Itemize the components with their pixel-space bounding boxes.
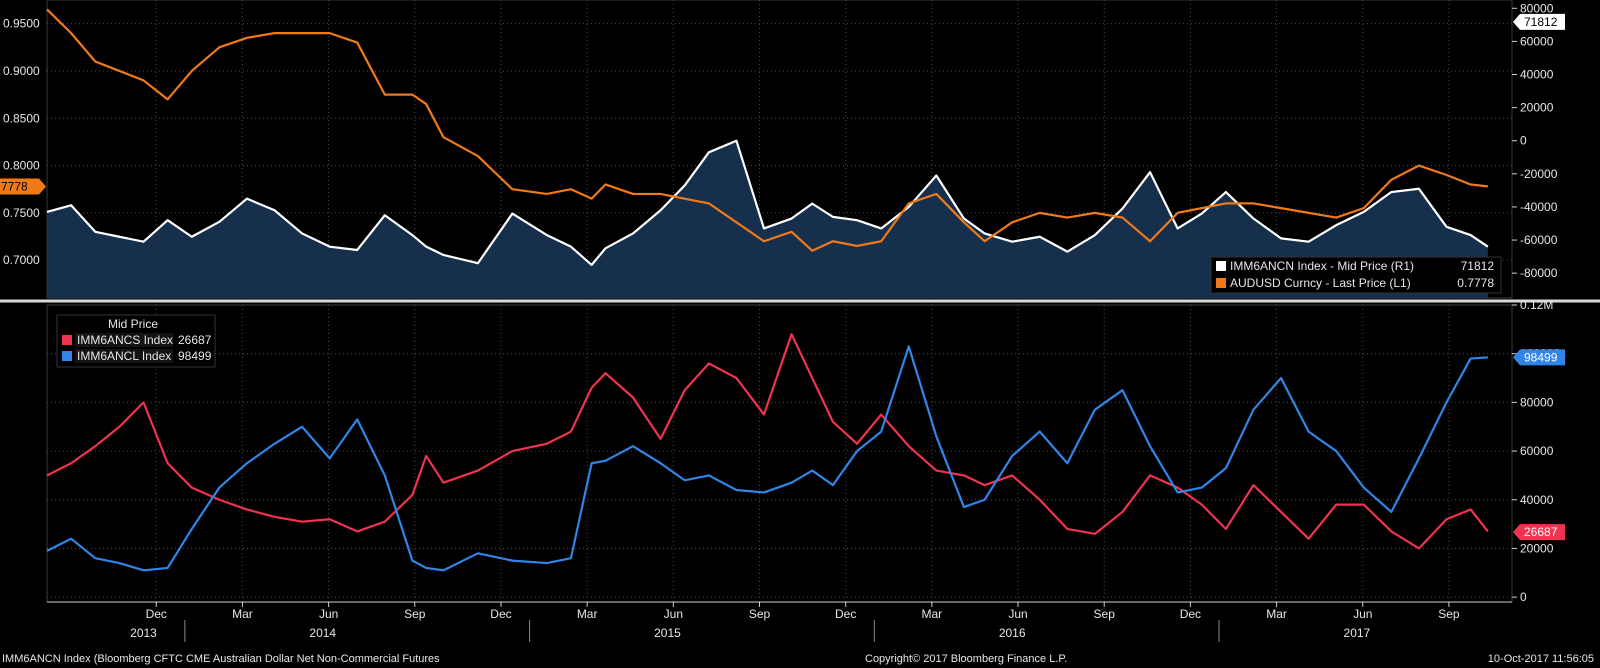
- footer: IMM6ANCN Index (Bloomberg CFTC CME Austr…: [0, 652, 1600, 668]
- bottom-right-tick-label: 0: [1520, 590, 1527, 604]
- top-series-line: [46, 8, 1488, 252]
- x-year-label: 2017: [1344, 626, 1371, 640]
- top-legend-value: 71812: [1461, 259, 1495, 273]
- x-month-label: Dec: [490, 607, 511, 621]
- bottom-legend: Mid Price IMM6ANCS Index 26687 IMM6ANCL Ind…: [56, 314, 216, 368]
- top-legend-label: IMM6ANCN Index - Mid Price (R1): [1230, 259, 1414, 273]
- x-month-label: Mar: [1266, 607, 1287, 621]
- top-left-tick-label: 0.7500: [3, 206, 40, 220]
- bottom-right-tick-label: 20000: [1520, 541, 1554, 555]
- x-month-label: Jun: [664, 607, 683, 621]
- footer-copyright: Copyright© 2017 Bloomberg Finance L.P.: [865, 653, 1068, 665]
- top-right-tick-label: 20000: [1520, 101, 1554, 115]
- top-right-value-flag-bg: [1513, 13, 1565, 30]
- top-left-value-flag-bg: [0, 178, 46, 195]
- top-right-tick-label: -80000: [1520, 266, 1558, 280]
- top-left-value-flag: 0.7778: [0, 180, 28, 194]
- x-year-label: 2016: [999, 626, 1026, 640]
- bottom-legend-swatch: [62, 335, 72, 345]
- bottom-legend-label: IMM6ANCS Index: [77, 333, 173, 347]
- footer-timestamp: 10-Oct-2017 11:56:05: [1487, 653, 1594, 665]
- top-area-fill: [47, 140, 1488, 298]
- top-right-value-flag: 71812: [1524, 15, 1558, 29]
- top-legend-swatch: [1216, 278, 1226, 288]
- bottom-legend-highlight: [75, 333, 173, 347]
- bottom-red-value-flag-bg: [1513, 524, 1565, 541]
- x-month-label: Mar: [577, 607, 598, 621]
- x-month-label: Sep: [1438, 607, 1460, 621]
- x-month-label: Sep: [749, 607, 771, 621]
- top-legend-label: AUDUSD Curncy - Last Price (L1): [1230, 276, 1411, 290]
- top-right-tick-label: 0: [1520, 134, 1527, 148]
- top-right-tick-label: -60000: [1520, 233, 1558, 247]
- bottom-red-value-flag: 26687: [1524, 525, 1558, 539]
- top-legend: IMM6ANCN Index - Mid Price (R1) 71812 AUDU…: [1210, 256, 1502, 294]
- bottom-legend-label: IMM6ANCL Index: [77, 349, 171, 363]
- x-month-label: Sep: [404, 607, 426, 621]
- bottom-legend-swatch: [62, 351, 72, 361]
- bottom-legend-value: 26687: [178, 333, 212, 347]
- top-right-tick-label: 40000: [1520, 68, 1554, 82]
- bottom-legend-box: [56, 314, 216, 368]
- x-month-label: Dec: [1180, 607, 1201, 621]
- x-month-label: Dec: [835, 607, 856, 621]
- top-legend-value: 0.7778: [1457, 276, 1494, 290]
- x-month-label: Jun: [1008, 607, 1027, 621]
- bottom-blue-value-flag: 98499: [1524, 350, 1558, 364]
- top-right-tick-label: -40000: [1520, 200, 1558, 214]
- bottom-panel-frame: [46, 304, 1513, 603]
- bottom-series-line: [46, 333, 1489, 550]
- top-left-tick-label: 0.7000: [3, 253, 40, 267]
- x-month-label: Jun: [319, 607, 338, 621]
- bottom-right-tick-label: 40000: [1520, 493, 1554, 507]
- top-left-tick-label: 0.8000: [3, 159, 40, 173]
- x-month-label: Sep: [1094, 607, 1116, 621]
- x-month-label: Jun: [1353, 607, 1372, 621]
- x-month-label: Mar: [922, 607, 943, 621]
- top-legend-swatch: [1216, 261, 1226, 271]
- chart-canvas: 0.9500 0.9000 0.8500 0.8000 0.7500 0.7000 8000…: [0, 0, 1600, 642]
- x-month-label: Mar: [232, 607, 253, 621]
- x-year-label: 2014: [309, 626, 336, 640]
- top-right-tick-label: -20000: [1520, 167, 1558, 181]
- top-right-tick-label: 80000: [1520, 1, 1554, 15]
- bottom-right-tick-label: 60000: [1520, 444, 1554, 458]
- bottom-legend-value: 98499: [178, 349, 212, 363]
- x-year-label: 2015: [654, 626, 681, 640]
- top-right-tick-label: 60000: [1520, 34, 1554, 48]
- bottom-legend-title: Mid Price: [108, 317, 158, 331]
- top-left-tick-label: 0.9500: [3, 17, 40, 31]
- bottom-legend-highlight: [75, 349, 173, 363]
- bottom-gridlines: [47, 304, 1512, 602]
- bottom-series-line: [46, 345, 1488, 572]
- bottom-right-tick-label: 0.12M: [1520, 298, 1553, 312]
- top-left-tick-label: 0.9000: [3, 64, 40, 78]
- top-series-line: [46, 139, 1489, 266]
- bottom-right-tick-label: 80000: [1520, 395, 1554, 409]
- footer-description: IMM6ANCN Index (Bloomberg CFTC CME Austr…: [2, 653, 440, 665]
- top-left-tick-label: 0.8500: [3, 111, 40, 125]
- bottom-blue-value-flag-bg: [1513, 349, 1565, 366]
- top-legend-box: [1210, 256, 1502, 294]
- x-year-label: 2013: [130, 626, 157, 640]
- x-month-label: Dec: [146, 607, 167, 621]
